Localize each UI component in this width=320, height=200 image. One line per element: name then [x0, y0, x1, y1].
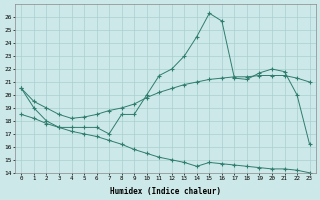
X-axis label: Humidex (Indice chaleur): Humidex (Indice chaleur) [110, 187, 221, 196]
